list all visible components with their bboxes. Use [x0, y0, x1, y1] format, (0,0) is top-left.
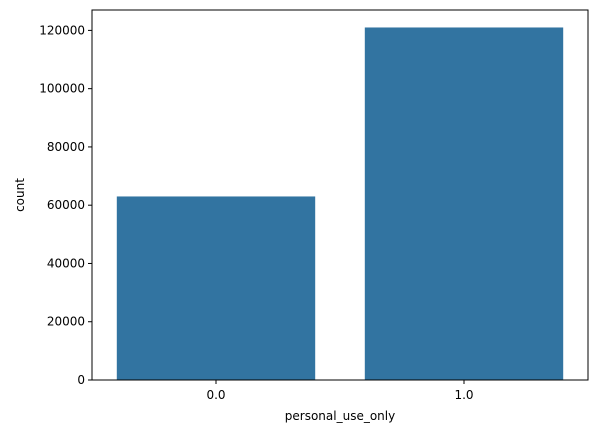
y-tick-label: 60000 [47, 198, 85, 212]
y-tick-label: 100000 [39, 82, 85, 96]
y-axis-label: count [13, 178, 27, 212]
y-axis-ticks: 0 20000 40000 60000 80000 100000 120000 [39, 23, 92, 387]
y-tick-label: 20000 [47, 315, 85, 329]
y-tick-label: 0 [77, 373, 85, 387]
plot-frame [91, 9, 589, 381]
y-tick-label: 120000 [39, 23, 85, 37]
x-tick-label: 0.0 [206, 388, 225, 402]
y-tick-label: 80000 [47, 140, 85, 154]
bar-0.0 [116, 196, 316, 380]
x-tick-label: 1.0 [454, 388, 473, 402]
x-axis-ticks: 0.0 1.0 [206, 380, 474, 402]
x-axis-label: personal_use_only [285, 409, 395, 423]
bars-layer [116, 27, 564, 380]
bar-1.0 [364, 27, 564, 380]
y-tick-label: 40000 [47, 256, 85, 270]
